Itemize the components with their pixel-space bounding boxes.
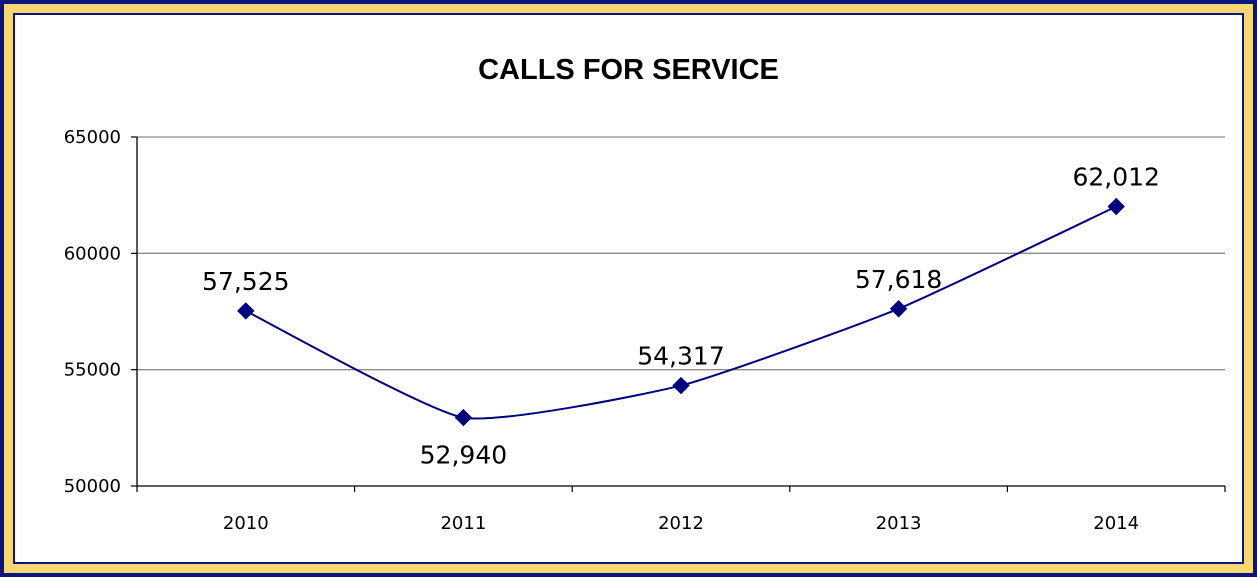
x-tick-label: 2011	[440, 513, 486, 534]
chart-gold-border	[4, 4, 1253, 573]
data-point-marker	[1107, 197, 1125, 216]
x-tick-label: 2014	[1093, 513, 1139, 534]
x-tick-label: 2010	[223, 513, 269, 534]
data-point-marker	[454, 408, 473, 427]
data-label: 57,618	[855, 265, 942, 294]
x-tick-label: 2013	[876, 513, 922, 534]
data-label: 57,525	[202, 267, 289, 296]
data-point-marker	[237, 302, 255, 320]
chart-title: CALLS FOR SERVICE	[478, 54, 779, 86]
y-tick-label: 60000	[64, 243, 121, 264]
y-tick-label: 65000	[64, 127, 121, 148]
data-point-marker	[889, 300, 908, 318]
chart-area	[13, 13, 1244, 564]
x-tick-label: 2012	[658, 513, 704, 534]
data-point-marker	[672, 376, 690, 395]
y-tick-label: 55000	[64, 360, 121, 381]
data-label: 54,317	[637, 342, 724, 371]
data-label: 52,940	[420, 441, 507, 470]
y-tick-label: 50000	[64, 476, 121, 497]
data-label: 62,012	[1072, 163, 1159, 192]
